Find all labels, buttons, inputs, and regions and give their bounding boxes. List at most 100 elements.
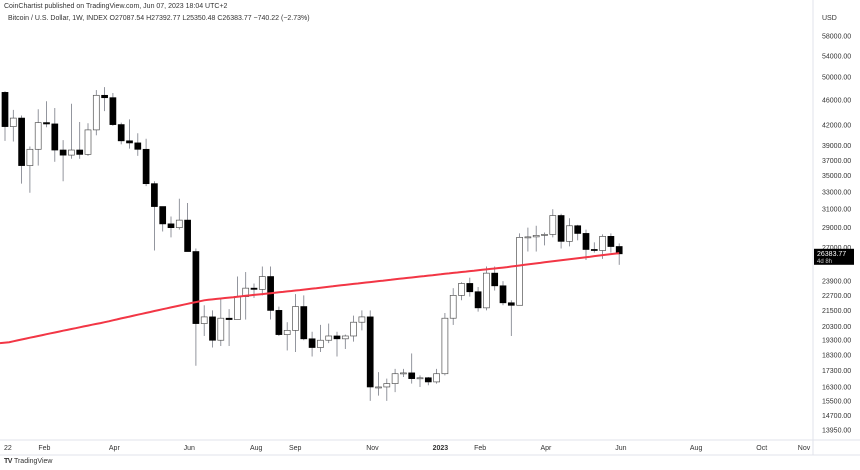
candle-up bbox=[258, 276, 266, 290]
candle-up bbox=[84, 129, 92, 155]
time-tick-label: Apr bbox=[541, 445, 553, 452]
candle-down bbox=[308, 338, 316, 348]
candle-up bbox=[566, 225, 573, 242]
price-tick-label: 15500.00 bbox=[822, 398, 851, 405]
candle-down bbox=[101, 94, 108, 99]
candle-up bbox=[68, 149, 75, 156]
candle-down bbox=[250, 287, 258, 290]
candle-down bbox=[366, 316, 374, 388]
candle-down bbox=[209, 316, 216, 341]
time-tick-label: 2023 bbox=[433, 445, 449, 452]
candle-up bbox=[416, 377, 424, 380]
candle-up bbox=[234, 296, 241, 320]
price-tick-label: 39000.00 bbox=[822, 143, 851, 150]
candle-up bbox=[458, 283, 465, 296]
candle-down bbox=[43, 122, 50, 125]
candle-down bbox=[225, 317, 233, 320]
time-tick-label: Nov bbox=[798, 445, 811, 452]
candle-up bbox=[549, 215, 557, 235]
candle-up bbox=[383, 383, 391, 388]
candle-up bbox=[317, 339, 324, 348]
price-tick-label: 42000.00 bbox=[822, 123, 851, 130]
candle-down bbox=[507, 302, 515, 306]
candle-down bbox=[491, 272, 499, 287]
candle-down bbox=[159, 206, 167, 225]
candle-down bbox=[275, 310, 283, 335]
price-tick-label: 22700.00 bbox=[822, 293, 851, 300]
price-tick-label: 58000.00 bbox=[822, 34, 851, 41]
candle-down bbox=[499, 285, 507, 304]
price-tick-label: 31000.00 bbox=[822, 207, 851, 214]
tradingview-footer: TV TradingView bbox=[4, 458, 52, 465]
last-price-value: 26383.77 bbox=[817, 251, 846, 258]
candle-up bbox=[441, 317, 449, 375]
time-tick-label: Apr bbox=[109, 445, 121, 452]
candle-down bbox=[300, 306, 308, 340]
price-tick-label: 23900.00 bbox=[822, 279, 851, 286]
candle-down bbox=[51, 123, 59, 151]
time-tick-label: Aug bbox=[690, 445, 703, 452]
candle-down bbox=[474, 291, 482, 309]
candle-down bbox=[408, 372, 416, 379]
time-tick-label: Feb bbox=[474, 445, 486, 452]
price-tick-label: 54000.00 bbox=[822, 53, 851, 60]
time-tick-label: Jun bbox=[615, 445, 626, 452]
candle-down bbox=[142, 148, 150, 185]
candle-down bbox=[466, 283, 474, 293]
candle-up bbox=[449, 295, 457, 319]
price-tick-label: 21500.00 bbox=[822, 308, 851, 315]
candle-down bbox=[126, 140, 133, 144]
candle-down bbox=[607, 236, 615, 247]
candle-down bbox=[167, 223, 175, 229]
candle-up bbox=[541, 234, 548, 236]
candle-down bbox=[76, 149, 84, 155]
candle-up bbox=[524, 236, 532, 239]
price-tick-label: 46000.00 bbox=[822, 98, 851, 105]
candle-down bbox=[151, 183, 158, 207]
candle-down bbox=[574, 225, 582, 234]
last-price-tag bbox=[814, 248, 854, 265]
candle-up bbox=[433, 373, 440, 383]
candle-up bbox=[92, 94, 100, 131]
candle-down bbox=[18, 117, 25, 166]
candle-up bbox=[200, 316, 208, 324]
candle-down bbox=[184, 219, 191, 252]
bar-countdown: 4d 8h bbox=[817, 259, 832, 265]
price-tick-label: 19300.00 bbox=[822, 338, 851, 345]
candle-up bbox=[483, 272, 490, 309]
price-tick-label: 13950.00 bbox=[822, 428, 851, 435]
currency-label: USD bbox=[822, 15, 837, 22]
candle-down bbox=[424, 377, 432, 383]
candle-up bbox=[391, 373, 399, 384]
price-tick-label: 35000.00 bbox=[822, 173, 851, 180]
price-tick-label: 18300.00 bbox=[822, 352, 851, 359]
candle-down bbox=[59, 149, 67, 156]
candle-up bbox=[26, 148, 34, 166]
candle-up bbox=[516, 237, 523, 306]
tradingview-brand: TradingView bbox=[13, 458, 53, 465]
candle-down bbox=[557, 215, 565, 242]
time-tick-label: Sep bbox=[289, 445, 302, 452]
price-tick-label: 27000.00 bbox=[822, 245, 851, 252]
candle-up bbox=[283, 330, 291, 335]
price-tick-label: 37000.00 bbox=[822, 158, 851, 165]
price-tick-label: 16300.00 bbox=[822, 384, 851, 391]
candle-up bbox=[9, 117, 17, 127]
candle-up bbox=[400, 372, 407, 375]
price-tick-label: 50000.00 bbox=[822, 75, 851, 82]
candle-up bbox=[599, 236, 606, 251]
symbol-legend: Bitcoin / U.S. Dollar, 1W, INDEX O27087.… bbox=[8, 15, 310, 22]
publisher-line: CoinChartist published on TradingView.co… bbox=[4, 3, 228, 10]
moving-average-line bbox=[0, 252, 620, 345]
candle-up bbox=[375, 386, 382, 389]
time-tick-label: 22 bbox=[4, 445, 12, 452]
tradingview-logo-icon: TV bbox=[4, 458, 12, 465]
candle-down bbox=[192, 251, 200, 324]
candle-up bbox=[34, 122, 42, 150]
candle-down bbox=[109, 97, 117, 125]
candle-down bbox=[590, 249, 598, 251]
candle-up bbox=[358, 316, 366, 323]
candle-up bbox=[217, 317, 225, 341]
price-tick-label: 14700.00 bbox=[822, 413, 851, 420]
